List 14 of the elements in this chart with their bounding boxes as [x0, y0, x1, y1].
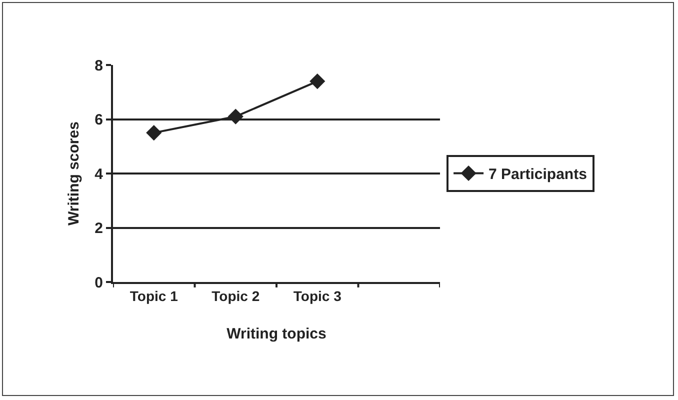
x-tick-label: Topic 2 [212, 288, 260, 304]
x-axis-title: Writing topics [226, 325, 326, 342]
y-tick-label: 8 [94, 57, 103, 74]
y-tick-label: 0 [94, 274, 103, 292]
y-axis-title: Writing scores [65, 122, 82, 226]
legend-label: 7 Participants [488, 166, 587, 184]
x-tick-label: Topic 3 [293, 288, 342, 304]
y-tick-label: 2 [94, 220, 103, 237]
y-tick-label: 4 [94, 166, 104, 183]
point [310, 73, 326, 90]
point [146, 125, 162, 141]
x-tick-label: Topic 1 [130, 288, 178, 304]
point [228, 108, 244, 124]
y-tick-label: 6 [94, 112, 103, 128]
